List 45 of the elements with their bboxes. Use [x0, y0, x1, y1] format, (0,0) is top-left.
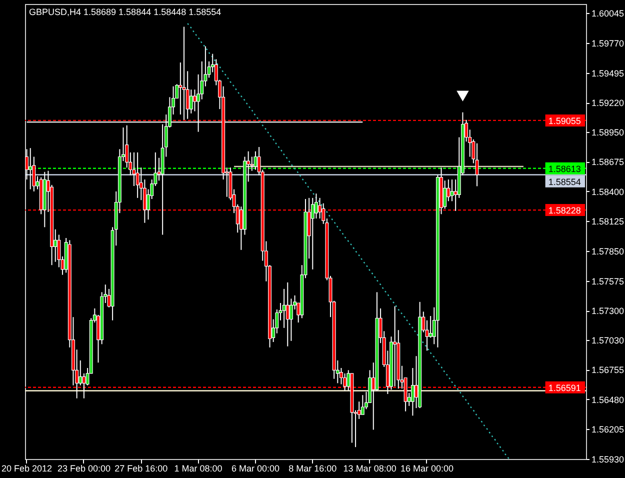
- x-tick-label: 13 Mar 08:00: [343, 464, 396, 474]
- y-tick-label: 1.59495: [592, 68, 624, 78]
- y-tick-label: 1.58125: [592, 216, 624, 227]
- x-tick-label: 23 Feb 00:00: [57, 464, 110, 474]
- candlestick: [189, 89, 193, 114]
- candlestick: [443, 180, 447, 210]
- x-tick-label: 27 Feb 16:00: [114, 464, 168, 474]
- candlestick: [28, 148, 32, 190]
- candlestick: [475, 142, 479, 187]
- x-tick-label: 8 Mar 16:00: [288, 464, 337, 474]
- ref-line-label: 1.58613: [548, 164, 581, 174]
- y-tick-label: 1.56755: [592, 365, 624, 376]
- ref-line-label: 1.58554: [548, 176, 581, 187]
- candlestick: [136, 152, 140, 198]
- y-tick-label: 1.57030: [592, 335, 624, 346]
- candlestick: [428, 316, 432, 338]
- y-tick-label: 1.58675: [592, 157, 624, 168]
- y-tick-label: 1.58400: [592, 186, 624, 197]
- y-tick-label: 1.59770: [592, 38, 624, 48]
- y-tick-label: 1.59220: [592, 98, 624, 108]
- ref-line-label: 1.56591: [548, 382, 581, 393]
- candlestick: [289, 298, 293, 342]
- x-tick-label: 20 Feb 2012: [2, 464, 52, 474]
- ref-line-label: 1.58228: [548, 206, 581, 216]
- line-series: [186, 22, 510, 459]
- x-tick-label: 6 Mar 00:00: [231, 464, 280, 474]
- x-tick-label: 1 Mar 08:00: [174, 464, 222, 474]
- candlestick: [254, 150, 258, 170]
- candlestick: [286, 282, 290, 347]
- candlestick: [78, 360, 82, 386]
- candlestick: [310, 197, 314, 270]
- y-tick-label: 1.58950: [592, 127, 624, 138]
- y-tick-label: 1.57850: [592, 246, 624, 256]
- y-tick-label: 1.57300: [592, 306, 624, 316]
- y-tick-label: 1.56205: [592, 424, 624, 435]
- candlestick: [282, 288, 286, 328]
- x-tick-label: 16 Mar 00:00: [400, 464, 454, 474]
- y-tick-label: 1.56480: [592, 394, 624, 405]
- candlestick: [193, 89, 196, 112]
- y-tick-label: 1.60045: [592, 8, 624, 19]
- ref-line-label: 1.59055: [548, 116, 581, 126]
- y-tick-label: 1.55930: [592, 454, 624, 464]
- candlestick: [360, 394, 364, 416]
- chart-title: GBPUSD,H4 1.58689 1.58844 1.58448 1.58554: [29, 7, 222, 17]
- y-tick-label: 1.57575: [592, 276, 624, 286]
